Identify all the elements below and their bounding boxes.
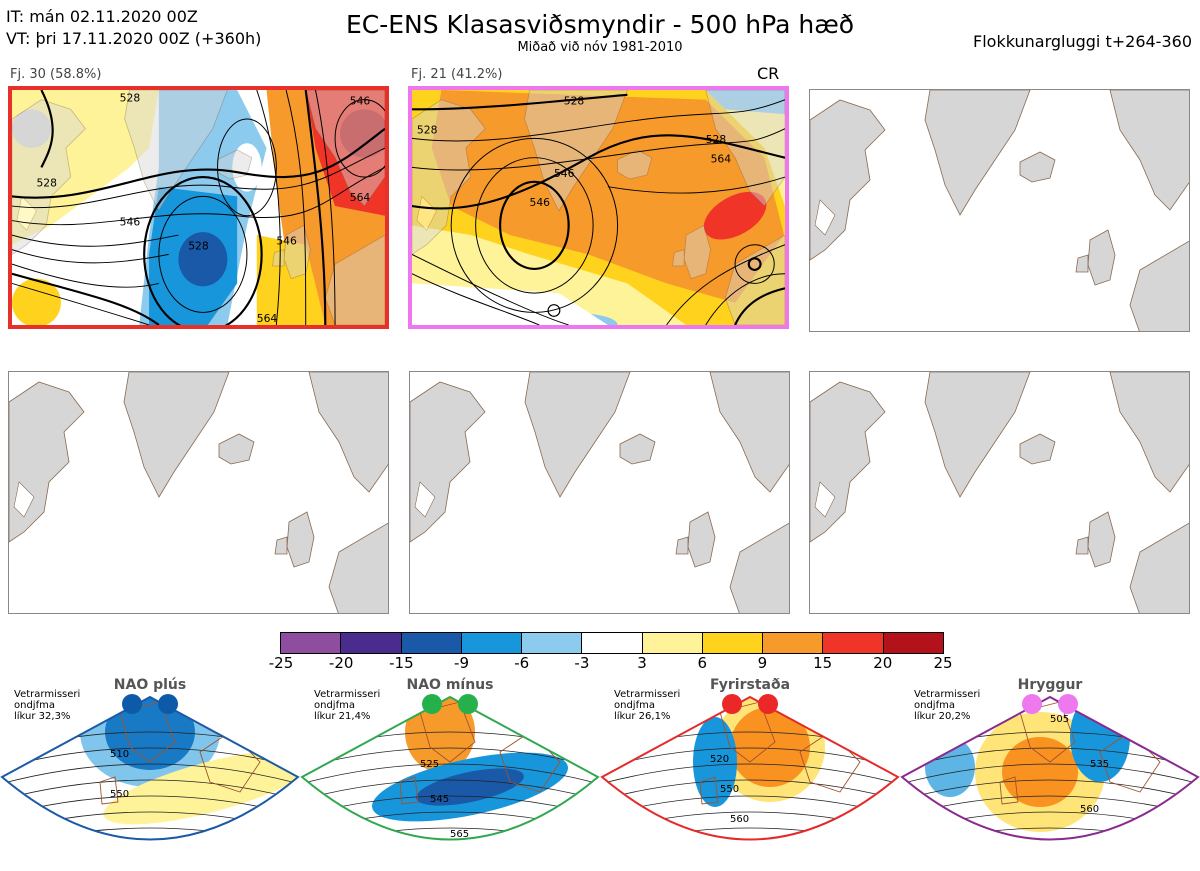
p1-contour-label: 564 [350,191,371,204]
colorbar-swatch [581,633,642,653]
colorbar-tick-label: -20 [328,654,354,672]
p2-contour-label: 546 [554,167,575,180]
p1-contour-label: 564 [257,312,278,325]
colorbar-swatch [400,633,461,653]
valid-time: VT: þri 17.11.2020 00Z (+360h) [6,29,262,48]
cluster-panel-2: 528 528 546 528 564 546 [408,86,789,329]
p2-contour-label: 564 [711,153,732,166]
colorbar-swatch [882,633,943,653]
colorbar-tick-label: -3 [574,654,590,672]
empty-map-3 [810,90,1189,331]
empty-map-4 [9,372,388,613]
colorbar-swatch [521,633,582,653]
cluster-panel-6 [809,371,1190,614]
regime-marker [458,694,478,714]
regime-contour-label: 520 [710,754,729,765]
p1-contour-label: 546 [350,95,371,108]
regime-title: NAO plús [113,677,187,693]
regime-contour-label: 550 [110,789,129,800]
colorbar-tick-label: 6 [697,654,708,672]
regime-map: 520 550 560 [600,694,900,841]
colorbar-tick-label: 3 [637,654,647,672]
colorbar-tick-label: 25 [933,654,953,672]
regime-marker [758,694,778,714]
page-subtitle: Miðað við nóv 1981-2010 [517,40,683,55]
cluster-map-1: 528 546 546 528 546 528 564 564 [12,90,385,325]
regime-contour-label: 560 [730,814,749,825]
panel2-tag: CR [757,64,780,83]
regime-contour-label: 510 [110,749,129,760]
regime-marker [1022,694,1042,714]
regime-title: Hryggur [1017,677,1083,693]
empty-map-5 [410,372,789,613]
colorbar-swatch [281,633,341,653]
regime-contour-label: 545 [430,794,449,805]
colorbar-swatch [340,633,401,653]
colorbar-swatch [701,633,763,653]
regime-contour-label: 505 [1050,714,1069,725]
p1-contour-label: 528 [188,240,209,253]
cluster-map-2: 528 528 546 528 564 546 [412,90,785,325]
regime-title: NAO mínus [406,677,494,693]
colorbar-tick-label: 15 [813,654,833,672]
colorbar-tick-label: 20 [873,654,893,672]
regime-1: 510 550 NAO plús Vetrarmisseri ondjfma líkur … [0,672,300,871]
regime-3: 520 550 560 Fyrirstaða Vetrarmisseri ondjfma l… [600,672,900,871]
regime-contour-label: 565 [450,829,469,840]
p1-contour-label: 528 [120,92,141,105]
panel1-label: Fj. 30 (58.8%) [10,67,102,82]
cluster-panel-1: 528 546 546 528 546 528 564 564 [8,86,389,329]
colorbar-tick-label: -9 [454,654,470,672]
header-times: IT: mán 02.11.2020 00Z VT: þri 17.11.202… [6,6,261,50]
colorbar-tick-label: -15 [389,654,414,672]
regime-note: Vetrarmisseri ondjfma líkur 20,2% [914,689,981,722]
regime-note: Vetrarmisseri ondjfma líkur 21,4% [314,689,381,722]
regime-note: Vetrarmisseri ondjfma líkur 26,1% [614,689,681,722]
cluster-panel-3 [809,89,1190,332]
regime-map: 510 550 [0,694,300,841]
cluster-panel-4 [8,371,389,614]
regime-2: 525 545 565 NAO mínus Vetrarmisseri ondjfma lí… [300,672,600,871]
colorbar [280,632,944,654]
regime-contour-label: 535 [1090,759,1109,770]
regime-marker [158,694,178,714]
empty-map-6 [810,372,1189,613]
panel2-label: Fj. 21 (41.2%) [411,67,503,82]
colorbar-swatch [822,633,883,653]
regime-title: Fyrirstaða [709,677,791,693]
colorbar-tick-label: -25 [268,654,294,672]
colorbar-tick-label: 9 [757,654,768,672]
p2-contour-label: 528 [564,95,585,108]
regime-4: 505 535 560 Hryggur Vetrarmisseri ondjfma líku… [900,672,1200,871]
regime-marker [722,694,742,714]
p1-contour-label: 546 [276,235,297,248]
regime-marker [122,694,142,714]
p2-contour-label: 546 [529,196,550,209]
regime-contour-label: 560 [1080,804,1099,815]
initial-time: IT: mán 02.11.2020 00Z [6,7,198,26]
regime-map: 505 535 560 [900,694,1200,841]
p1-contour-label: 546 [120,215,141,228]
regime-contour-label: 550 [720,784,739,795]
regime-marker [1058,694,1078,714]
cluster-panel-5 [409,371,790,614]
colorbar-swatch [641,633,702,653]
regime-map: 525 545 565 [300,694,600,841]
p2-contour-label: 528 [417,124,438,137]
regime-contour-label: 525 [420,759,439,770]
regime-note: Vetrarmisseri ondjfma líkur 32,3% [14,689,81,722]
colorbar-swatch [460,633,522,653]
regime-marker [422,694,442,714]
colorbar-tick-label: -6 [514,654,530,672]
p2-contour-label: 528 [706,133,727,146]
page-title: EC-ENS Klasasviðsmyndir - 500 hPa hæð [345,10,855,39]
p1-contour-label: 528 [36,177,57,190]
classification-window: Flokkunargluggi t+264-360 [973,32,1192,51]
colorbar-swatch [762,633,823,653]
